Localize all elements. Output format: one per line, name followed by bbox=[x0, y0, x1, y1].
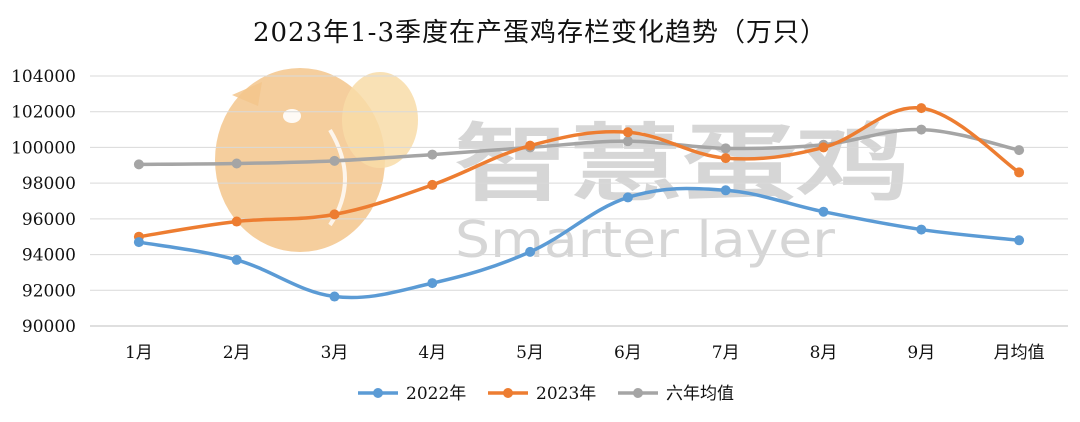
data-point bbox=[427, 179, 438, 190]
y-tick-label: 90000 bbox=[22, 317, 76, 337]
data-point bbox=[622, 192, 633, 203]
data-point bbox=[329, 155, 340, 166]
data-point bbox=[720, 185, 731, 196]
data-point bbox=[525, 246, 536, 257]
series-line bbox=[133, 185, 1025, 302]
y-tick-label: 100000 bbox=[11, 138, 76, 158]
legend-swatch-marker bbox=[373, 388, 383, 398]
data-point bbox=[916, 124, 927, 135]
series-group bbox=[133, 103, 1025, 302]
x-tick-label: 2月 bbox=[223, 343, 251, 363]
series-path bbox=[137, 186, 1021, 300]
data-point bbox=[1014, 235, 1025, 246]
data-point bbox=[329, 209, 340, 220]
data-point bbox=[231, 158, 242, 169]
x-tick-label: 6月 bbox=[614, 343, 642, 363]
data-point bbox=[427, 149, 438, 160]
legend-label: 2022年 bbox=[406, 384, 466, 404]
data-point bbox=[916, 103, 927, 114]
watermark: 智慧蛋鸡 Smarter layer bbox=[215, 68, 910, 269]
y-tick-label: 92000 bbox=[22, 281, 76, 301]
legend: 2022年 2023年 六年均值 bbox=[358, 384, 734, 404]
chicken-logo-icon bbox=[215, 68, 418, 252]
y-tick-label: 98000 bbox=[22, 174, 76, 194]
logo-head bbox=[342, 72, 418, 168]
x-tick-label: 1月 bbox=[125, 343, 153, 363]
chart-title: 2023年1-3季度在产蛋鸡存栏变化趋势（万只） bbox=[252, 18, 828, 48]
x-tick-label: 8月 bbox=[810, 343, 838, 363]
x-tick-label: 7月 bbox=[712, 343, 740, 363]
data-point bbox=[1014, 167, 1025, 178]
x-tick-label: 4月 bbox=[418, 343, 446, 363]
y-axis: 90000 92000 94000 96000 98000 100000 102000 104… bbox=[11, 67, 76, 337]
legend-label: 六年均值 bbox=[666, 384, 734, 404]
series-line bbox=[133, 103, 1025, 242]
legend-swatch-marker bbox=[633, 388, 643, 398]
x-tick-label: 9月 bbox=[907, 343, 935, 363]
data-point bbox=[622, 136, 633, 147]
data-point bbox=[818, 142, 829, 153]
data-point bbox=[231, 216, 242, 227]
data-point bbox=[720, 143, 731, 154]
y-tick-label: 104000 bbox=[11, 67, 76, 87]
data-point bbox=[525, 140, 536, 151]
watermark-brand-en: Smarter layer bbox=[455, 211, 835, 269]
data-point bbox=[1014, 145, 1025, 156]
watermark-brand-cn: 智慧蛋鸡 bbox=[455, 115, 910, 213]
data-point bbox=[622, 127, 633, 138]
data-point bbox=[133, 159, 144, 170]
data-point bbox=[427, 278, 438, 289]
x-tick-label: 5月 bbox=[516, 343, 544, 363]
data-point bbox=[916, 224, 927, 235]
data-point bbox=[133, 237, 144, 248]
x-axis: 1月 2月 3月 4月 5月 6月 7月 8月 9月 月均值 bbox=[90, 325, 1068, 363]
data-point bbox=[231, 254, 242, 265]
y-tick-label: 96000 bbox=[22, 210, 76, 230]
legend-label: 2023年 bbox=[536, 384, 596, 404]
x-tick-label: 3月 bbox=[321, 343, 349, 363]
series-path bbox=[137, 106, 1021, 239]
data-point bbox=[329, 291, 340, 302]
legend-swatch-marker bbox=[503, 388, 513, 398]
data-point bbox=[720, 153, 731, 164]
series-path bbox=[137, 127, 1021, 167]
logo-beak bbox=[232, 82, 262, 106]
y-tick-label: 102000 bbox=[11, 103, 76, 123]
data-point bbox=[818, 206, 829, 217]
x-tick-label: 月均值 bbox=[994, 343, 1045, 363]
y-tick-label: 94000 bbox=[22, 246, 76, 266]
logo-eye bbox=[283, 109, 301, 123]
